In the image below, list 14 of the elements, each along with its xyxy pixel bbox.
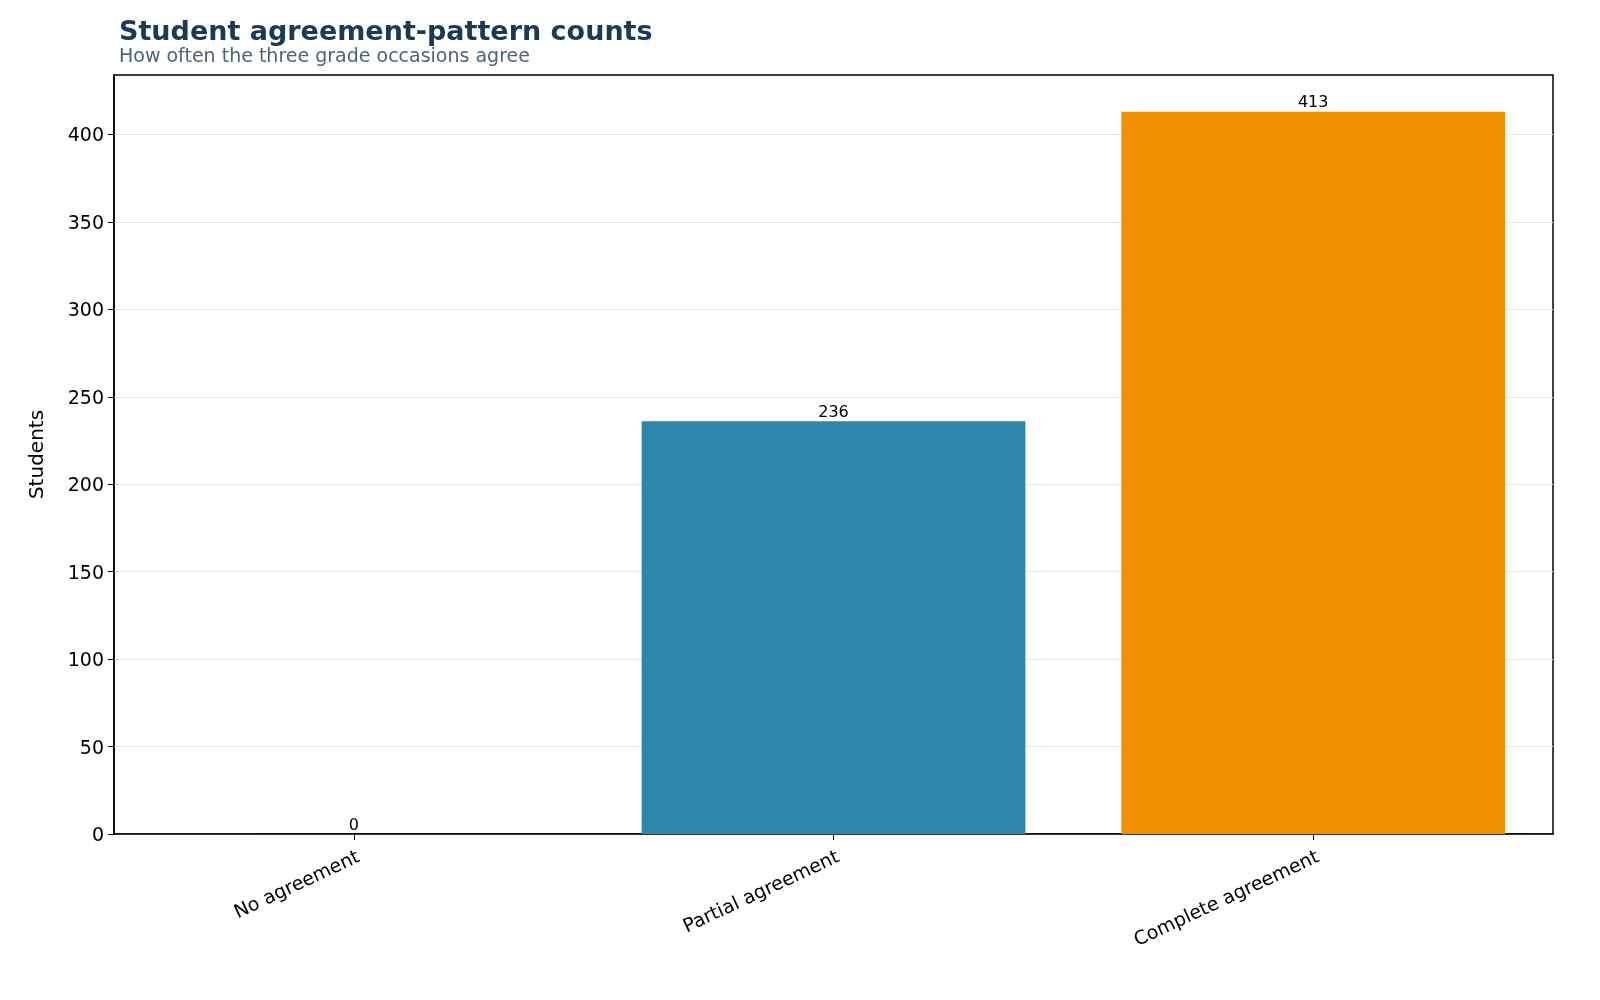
y-axis-title: Students (24, 409, 48, 500)
data-label: 413 (1297, 92, 1329, 112)
y-tick-label: 0 (91, 823, 104, 845)
y-tick-label: 200 (67, 473, 104, 496)
y-tick-label: 250 (67, 385, 104, 408)
y-tick-label: 100 (67, 648, 104, 671)
data-label: 236 (818, 401, 849, 421)
y-tick-label: 300 (67, 298, 104, 321)
y-tick-label: 400 (67, 123, 104, 146)
y-tick-label: 350 (67, 210, 104, 233)
data-label: 0 (348, 814, 359, 834)
y-tick-label: 150 (67, 560, 104, 583)
chart-title: Student agreement-pattern counts (119, 15, 653, 46)
y-tick-label: 50 (79, 735, 104, 758)
